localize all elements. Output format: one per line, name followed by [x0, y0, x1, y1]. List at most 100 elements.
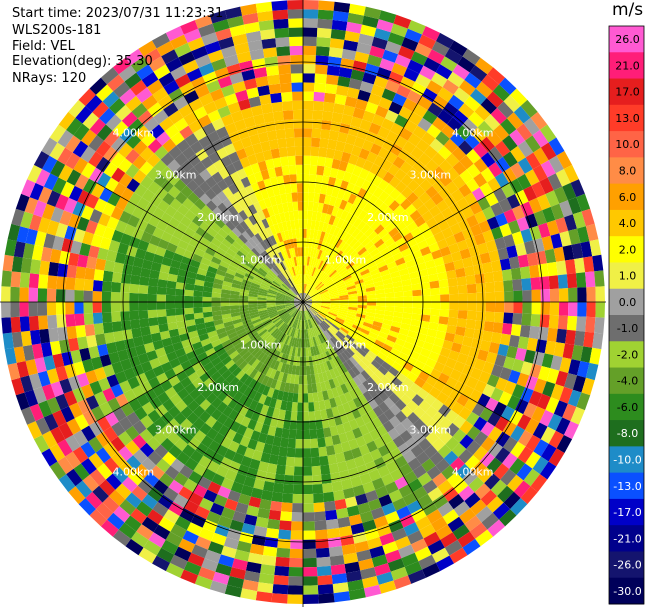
- gate-cell: [428, 273, 439, 282]
- gate-cell: [458, 449, 473, 464]
- gate-cell: [436, 555, 454, 572]
- gate-cell: [139, 276, 150, 286]
- gate-cell: [202, 342, 214, 352]
- gate-cell: [322, 263, 330, 273]
- gate-cell: [117, 158, 133, 173]
- gate-cell: [38, 186, 53, 204]
- gate-cell: [553, 186, 568, 204]
- gate-cell: [378, 401, 390, 414]
- gate-cell: [453, 361, 466, 373]
- gate-cell: [177, 268, 189, 278]
- gate-cell: [374, 224, 385, 235]
- gate-cell: [374, 28, 391, 41]
- gate-cell: [74, 313, 85, 326]
- gate-cell: [306, 285, 312, 294]
- gate-cell: [358, 424, 370, 436]
- gate-cell: [347, 290, 358, 295]
- gate-cell: [316, 270, 323, 279]
- gate-cell: [376, 302, 386, 307]
- gate-cell: [280, 285, 289, 292]
- gate-cell: [368, 264, 379, 273]
- gate-cell: [140, 326, 151, 337]
- gate-cell: [526, 252, 538, 267]
- gate-cell: [46, 397, 61, 414]
- gate-cell: [444, 332, 456, 343]
- gate-cell: [503, 94, 521, 113]
- gate-cell: [28, 315, 40, 331]
- gate-cell: [384, 481, 399, 495]
- gate-cell: [328, 546, 344, 557]
- gate-cell: [280, 400, 288, 411]
- gate-cell: [274, 565, 290, 577]
- gate-cell: [63, 390, 78, 407]
- gate-cell: [299, 311, 302, 321]
- gate-cell: [491, 364, 504, 378]
- gate-cell: [103, 426, 118, 442]
- gate-cell: [325, 350, 333, 361]
- gate-cell: [469, 201, 483, 215]
- gate-cell: [303, 295, 310, 302]
- gate-cell: [285, 316, 293, 325]
- gate-cell: [339, 123, 351, 134]
- gate-cell: [360, 370, 371, 381]
- gate-cell: [421, 364, 434, 376]
- gate-cell: [81, 162, 96, 179]
- gate-cell: [459, 79, 476, 96]
- gate-cell: [194, 317, 205, 325]
- colorbar-tick-label: -6.0: [617, 401, 638, 414]
- gate-cell: [462, 257, 474, 268]
- gate-cell: [347, 331, 357, 340]
- gate-cell: [164, 386, 178, 399]
- gate-cell: [346, 87, 360, 99]
- gate-cell: [455, 326, 466, 337]
- gate-cell: [389, 143, 403, 157]
- gate-cell: [373, 75, 389, 89]
- gate-cell: [458, 302, 468, 311]
- gate-cell: [173, 412, 187, 425]
- gate-cell: [308, 309, 314, 318]
- gate-cell: [198, 333, 209, 342]
- gate-cell: [144, 369, 157, 381]
- gate-cell: [280, 362, 287, 373]
- gate-cell: [247, 438, 258, 450]
- gate-cell: [240, 285, 250, 291]
- gate-cell: [458, 293, 468, 302]
- gate-cell: [322, 331, 330, 341]
- gate-cell: [272, 329, 280, 338]
- gate-cell: [334, 396, 343, 407]
- gate-cell: [321, 303, 331, 307]
- gate-cell: [357, 502, 371, 515]
- gate-cell: [214, 273, 225, 281]
- gate-cell: [329, 167, 339, 179]
- gate-cell: [394, 399, 407, 411]
- gate-cell: [364, 353, 375, 364]
- gate-cell: [146, 153, 161, 168]
- gate-cell: [309, 308, 316, 316]
- gate-cell: [248, 389, 258, 400]
- gate-cell: [440, 302, 450, 310]
- gate-cell: [441, 465, 457, 480]
- colorbar-tick-label: 13.0: [615, 112, 640, 125]
- gate-cell: [303, 302, 313, 303]
- gate-cell: [417, 268, 429, 278]
- gate-cell: [310, 307, 319, 313]
- gate-cell: [108, 239, 121, 253]
- gate-cell: [320, 273, 328, 282]
- gate-cell: [314, 326, 320, 336]
- gate-cell: [264, 275, 274, 283]
- gate-cell: [83, 279, 94, 291]
- gate-cell: [492, 502, 511, 520]
- gate-cell: [308, 275, 313, 285]
- gate-cell: [336, 218, 345, 229]
- gate-cell: [131, 327, 142, 339]
- gate-cell: [323, 194, 332, 205]
- gate-cell: [303, 384, 308, 394]
- gate-cell: [464, 398, 478, 412]
- gate-cell: [104, 332, 115, 344]
- gate-cell: [322, 242, 330, 252]
- gate-cell: [333, 443, 344, 455]
- gate-cell: [438, 316, 449, 325]
- gate-cell: [289, 557, 303, 568]
- gate-cell: [273, 575, 289, 586]
